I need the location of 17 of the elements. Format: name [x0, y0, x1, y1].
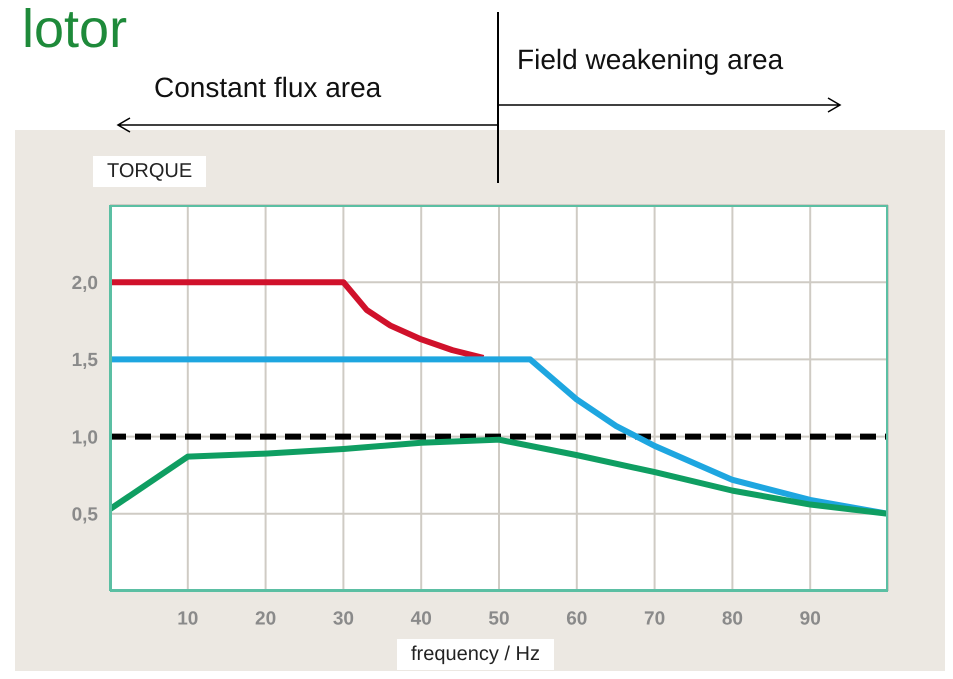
y-tick-label: 0,5 — [72, 504, 98, 526]
x-tick-label: 50 — [488, 608, 510, 630]
x-tick-label: 90 — [800, 608, 821, 630]
text: Field weakening area — [517, 44, 784, 76]
x-tick-label: 10 — [177, 608, 198, 630]
x-tick-label: 20 — [255, 608, 276, 630]
x-tick-label: 60 — [566, 608, 588, 630]
y-axis-title: TORQUE — [93, 156, 206, 187]
x-axis-title: frequency / Hz — [397, 639, 554, 670]
x-tick-label: 40 — [410, 608, 432, 630]
x-tick-label: 80 — [722, 608, 743, 630]
y-tick-label: 1,5 — [72, 350, 98, 372]
y-tick-label: 2,0 — [72, 272, 98, 294]
text: Constant flux area — [154, 72, 382, 104]
x-tick-label: 30 — [332, 608, 354, 630]
x-tick-label: 70 — [644, 608, 666, 630]
y-tick-label: 1,0 — [72, 427, 98, 448]
